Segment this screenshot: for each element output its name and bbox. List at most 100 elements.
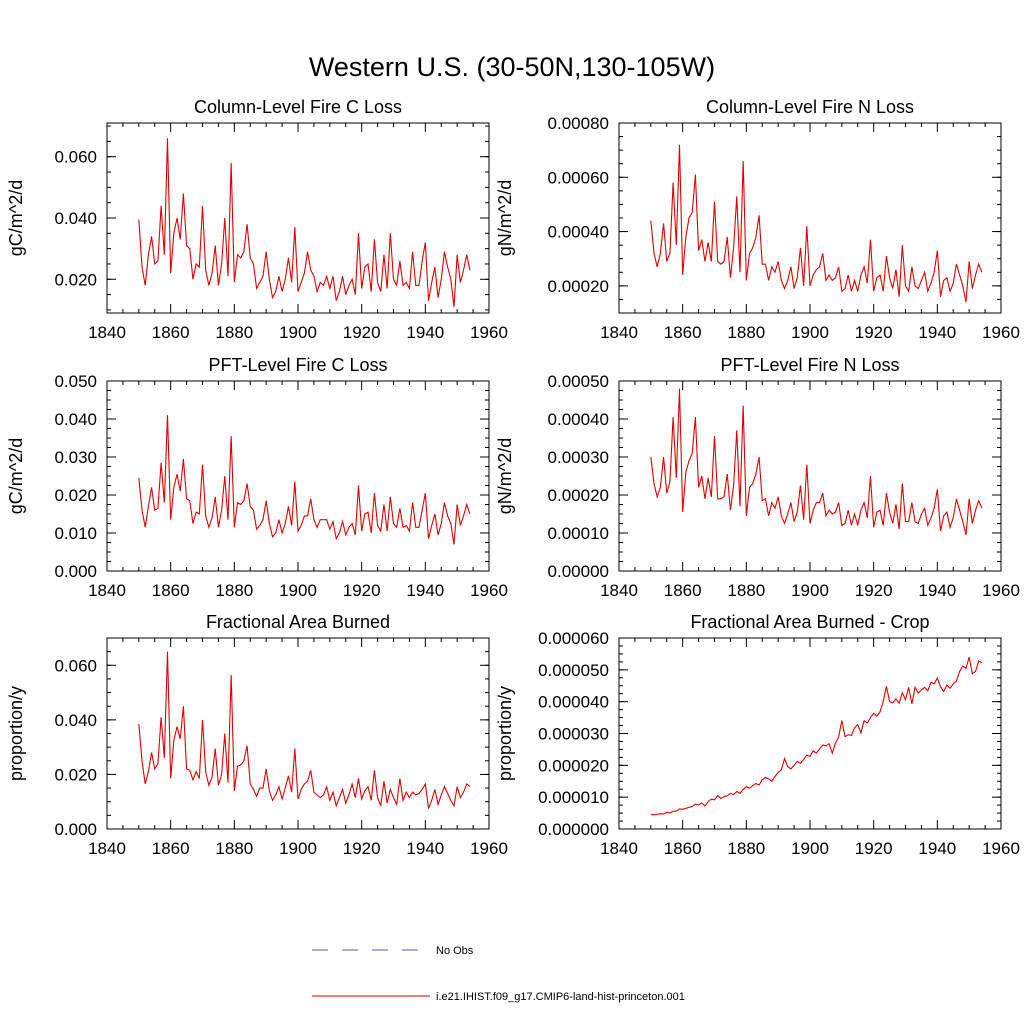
series-line-1 [138, 415, 471, 545]
y-tick-label: 0.00020 [548, 277, 609, 296]
x-tick-label: 1900 [791, 323, 829, 342]
y-axis-label: gC/m^2/d [6, 180, 26, 256]
x-tick-label: 1880 [215, 581, 253, 600]
panel-title: Fractional Area Burned [206, 612, 390, 632]
x-tick-label: 1840 [600, 839, 638, 858]
x-tick-label: 1920 [855, 839, 893, 858]
y-tick-label: 0.00000 [548, 562, 609, 581]
series-line-1 [650, 144, 983, 303]
x-tick-label: 1920 [343, 581, 381, 600]
y-tick-label: 0.000050 [538, 661, 609, 680]
y-axis-label: gN/m^2/d [495, 438, 515, 514]
y-tick-label: 0.020 [54, 270, 97, 289]
x-tick-label: 1900 [279, 581, 317, 600]
x-tick-label: 1960 [470, 581, 508, 600]
x-tick-label: 1920 [855, 581, 893, 600]
y-tick-label: 0.020 [54, 765, 97, 784]
y-tick-label: 0.010 [54, 524, 97, 543]
x-tick-label: 1960 [982, 581, 1020, 600]
y-tick-label: 0.00040 [548, 410, 609, 429]
chart-panel-3: PFT-Level Fire C Loss gC/m^2/d 1840 1860 188… [6, 355, 508, 600]
figure-title: Western U.S. (30-50N,130-105W) [309, 52, 715, 82]
x-tick-label: 1940 [918, 323, 956, 342]
chart-panels: Column-Level Fire C Loss gC/m^2/d 1840 1860… [6, 97, 1020, 858]
panel-title: PFT-Level Fire N Loss [720, 355, 899, 375]
y-tick-label: 0.00040 [548, 223, 609, 242]
x-tick-label: 1880 [215, 839, 253, 858]
chart-panel-4: PFT-Level Fire N Loss gN/m^2/d 1840 1860 188… [495, 355, 1020, 600]
x-tick-label: 1900 [279, 839, 317, 858]
y-tick-label: 0.00010 [548, 524, 609, 543]
y-tick-label: 0.00050 [548, 372, 609, 391]
x-tick-label: 1920 [855, 323, 893, 342]
y-tick-label: 0.050 [54, 372, 97, 391]
x-tick-label: 1840 [88, 323, 126, 342]
y-tick-label: 0.000 [54, 562, 97, 581]
y-axis-label: proportion/y [495, 686, 515, 781]
y-axis-label: gN/m^2/d [495, 180, 515, 256]
x-tick-label: 1940 [918, 839, 956, 858]
y-tick-label: 0.000010 [538, 788, 609, 807]
series-line-1 [650, 388, 983, 536]
x-tick-label: 1880 [727, 839, 765, 858]
x-tick-label: 1900 [279, 323, 317, 342]
panel-title: Column-Level Fire N Loss [706, 97, 914, 117]
y-tick-label: 0.00080 [548, 114, 609, 133]
y-tick-label: 0.040 [54, 711, 97, 730]
x-tick-label: 1840 [600, 581, 638, 600]
y-tick-label: 0.00030 [548, 448, 609, 467]
plot-frame [106, 380, 490, 572]
x-tick-label: 1840 [88, 581, 126, 600]
y-tick-label: 0.040 [54, 209, 97, 228]
chart-panel-2: Column-Level Fire N Loss gN/m^2/d 1840 1860… [495, 97, 1020, 342]
y-axis-label: gC/m^2/d [6, 438, 26, 514]
x-tick-label: 1860 [664, 839, 702, 858]
x-tick-label: 1960 [982, 839, 1020, 858]
y-tick-label: 0.040 [54, 410, 97, 429]
x-tick-label: 1920 [343, 323, 381, 342]
x-tick-label: 1940 [406, 839, 444, 858]
legend: No Obs i.e21.IHIST.f09_g17.CMIP6-land-his… [312, 945, 685, 1003]
y-tick-label: 0.030 [54, 448, 97, 467]
y-tick-label: 0.020 [54, 486, 97, 505]
x-tick-label: 1920 [343, 839, 381, 858]
series-line-1 [138, 138, 471, 307]
chart-panel-6: Fractional Area Burned - Crop proportion/… [495, 612, 1020, 858]
x-tick-label: 1880 [727, 581, 765, 600]
x-tick-label: 1960 [982, 323, 1020, 342]
x-tick-label: 1940 [406, 581, 444, 600]
legend-label-no-obs: No Obs [436, 945, 474, 957]
x-tick-label: 1900 [791, 839, 829, 858]
y-tick-label: 0.000060 [538, 629, 609, 648]
x-tick-label: 1900 [791, 581, 829, 600]
panel-title: PFT-Level Fire C Loss [208, 355, 387, 375]
x-tick-label: 1940 [406, 323, 444, 342]
x-tick-label: 1960 [470, 323, 508, 342]
y-tick-label: 0.060 [54, 656, 97, 675]
series-line-1 [138, 651, 471, 809]
x-tick-label: 1880 [727, 323, 765, 342]
y-axis-label: proportion/y [6, 686, 26, 781]
series-line-1 [650, 656, 983, 816]
y-tick-label: 0.000030 [538, 725, 609, 744]
x-tick-label: 1880 [215, 323, 253, 342]
plot-frame [618, 637, 1002, 830]
y-tick-label: 0.000 [54, 820, 97, 839]
chart-panel-1: Column-Level Fire C Loss gC/m^2/d 1840 1860… [6, 97, 508, 342]
y-tick-label: 0.00060 [548, 168, 609, 187]
legend-label-model: i.e21.IHIST.f09_g17.CMIP6-land-hist-prin… [436, 991, 685, 1003]
y-tick-label: 0.000020 [538, 756, 609, 775]
y-tick-label: 0.000040 [538, 693, 609, 712]
y-tick-label: 0.000000 [538, 820, 609, 839]
x-tick-label: 1860 [664, 581, 702, 600]
y-tick-label: 0.060 [54, 148, 97, 167]
panel-title: Column-Level Fire C Loss [194, 97, 402, 117]
x-tick-label: 1860 [152, 323, 190, 342]
x-tick-label: 1860 [152, 581, 190, 600]
y-tick-label: 0.00020 [548, 486, 609, 505]
chart-panel-5: Fractional Area Burned proportion/y 1840 18… [6, 612, 508, 858]
x-tick-label: 1840 [88, 839, 126, 858]
x-tick-label: 1960 [470, 839, 508, 858]
x-tick-label: 1860 [152, 839, 190, 858]
